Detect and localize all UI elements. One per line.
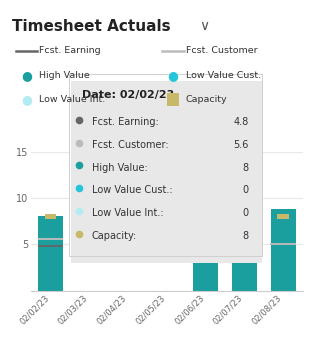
Text: Timesheet Actuals: Timesheet Actuals <box>12 19 171 34</box>
Text: Low Value Cust.:: Low Value Cust.: <box>92 186 173 195</box>
Bar <box>193 228 218 290</box>
Text: Fcst. Earning:: Fcst. Earning: <box>92 117 158 127</box>
Bar <box>239 214 250 219</box>
Text: ●: ● <box>21 69 32 82</box>
Text: Low Value Int.: Low Value Int. <box>39 95 105 104</box>
Text: 0: 0 <box>242 208 249 218</box>
Text: Fcst. Earning: Fcst. Earning <box>39 46 101 55</box>
Text: 8: 8 <box>242 231 249 241</box>
Text: 4.8: 4.8 <box>233 117 249 127</box>
Text: Low Value Cust.: Low Value Cust. <box>186 71 261 80</box>
Text: High Value:: High Value: <box>92 163 148 173</box>
Bar <box>200 214 212 219</box>
Bar <box>122 214 134 219</box>
Bar <box>232 198 257 290</box>
Text: Fcst. Customer: Fcst. Customer <box>186 46 257 55</box>
Text: High Value: High Value <box>39 71 90 80</box>
Text: ∨: ∨ <box>200 19 210 33</box>
Bar <box>38 216 63 290</box>
Text: Capacity:: Capacity: <box>92 231 137 241</box>
FancyBboxPatch shape <box>71 81 262 263</box>
Text: Fcst. Customer:: Fcst. Customer: <box>92 140 168 150</box>
Bar <box>45 214 56 219</box>
Text: 5.6: 5.6 <box>233 140 249 150</box>
Text: ●: ● <box>168 69 178 82</box>
Text: Capacity: Capacity <box>186 95 227 104</box>
Text: 0: 0 <box>242 186 249 195</box>
Bar <box>277 214 289 219</box>
Bar <box>84 214 95 219</box>
Bar <box>271 209 296 290</box>
Text: Low Value Int.:: Low Value Int.: <box>92 208 163 218</box>
Text: ●: ● <box>21 93 32 106</box>
Text: 8: 8 <box>242 163 249 173</box>
Text: Date: 02/02/23: Date: 02/02/23 <box>82 90 174 100</box>
Bar <box>161 214 173 219</box>
